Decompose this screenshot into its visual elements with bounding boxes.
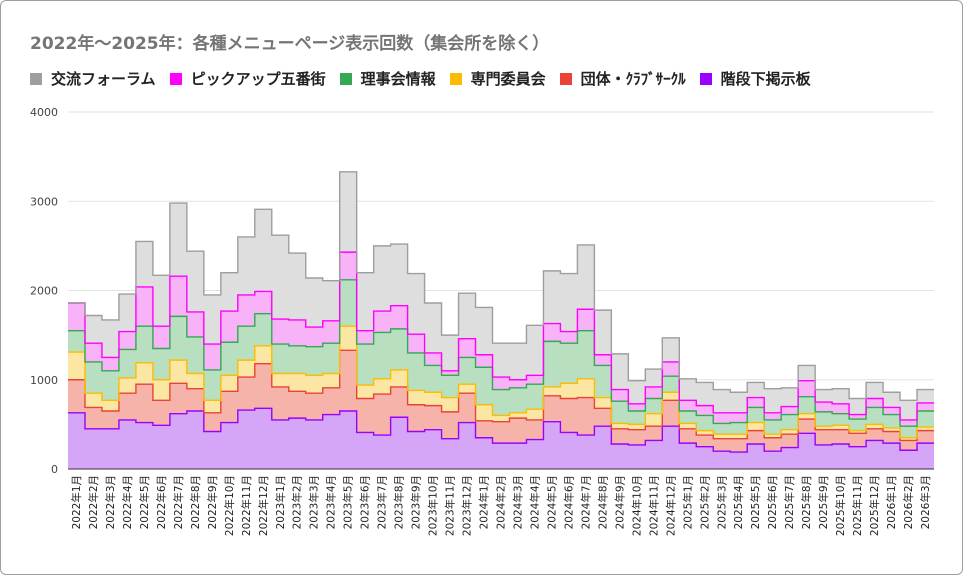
x-tick-label: 2022年2月	[87, 475, 100, 529]
x-tick-labels: 2022年1月 2022年2月 2022年3月 2022年4月 2022年5月 2022年…	[70, 475, 932, 536]
x-tick-label: 2024年7月	[579, 475, 592, 529]
x-tick-label: 2023年9月	[410, 475, 423, 529]
x-tick-label: 2024年12月	[664, 475, 677, 536]
x-tick-label: 2023年8月	[393, 475, 406, 529]
legend-swatch	[559, 72, 572, 85]
x-tick-label: 2025年12月	[868, 475, 881, 536]
x-tick-label: 2024年6月	[562, 475, 575, 529]
x-tick-label: 2023年7月	[376, 475, 389, 529]
x-tick-label: 2022年3月	[104, 475, 117, 529]
series-area	[68, 408, 934, 469]
series-lines	[68, 171, 934, 453]
y-grid: 0 1000 2000 3000 4000	[30, 106, 934, 476]
legend-swatch	[339, 72, 352, 85]
x-tick-label: 2025年5月	[749, 475, 762, 529]
legend-swatch	[169, 72, 182, 85]
stacked-areas	[68, 171, 934, 469]
x-tick-label: 2026年2月	[902, 475, 915, 529]
series-line	[68, 251, 934, 421]
x-tick-label: 2025年3月	[715, 475, 728, 529]
legend-label: ピックアップ五番街	[190, 70, 326, 88]
chart-title: 2022年〜2025年：各種メニューページ表示回数（集会所を除く）	[30, 34, 550, 54]
x-tick-label: 2024年5月	[545, 475, 558, 529]
x-tick-label: 2022年11月	[240, 475, 253, 536]
series-line	[68, 325, 934, 439]
legend-item: 交流フォーラム	[30, 68, 156, 89]
x-tick-label: 2022年4月	[121, 475, 134, 529]
x-tick-label: 2024年9月	[613, 475, 626, 529]
y-tick-label: 4000	[30, 106, 58, 119]
x-tick-label: 2023年12月	[461, 475, 474, 536]
x-tick-label: 2025年9月	[817, 475, 830, 529]
x-tick-label: 2026年1月	[885, 475, 898, 529]
x-tick-label: 2022年9月	[206, 475, 219, 529]
legend-item: 団体・ｸﾗﾌﾞｻｰｸﾙ	[559, 68, 686, 89]
x-tick-label: 2023年10月	[427, 475, 440, 536]
series-line	[68, 349, 934, 442]
x-tick-label: 2024年3月	[511, 475, 524, 529]
x-tick-label: 2024年11月	[647, 475, 660, 536]
series-area	[68, 252, 934, 427]
x-tick-label: 2025年1月	[681, 475, 694, 529]
legend-label: 団体・ｸﾗﾌﾞｻｰｸﾙ	[580, 70, 686, 88]
legend-item: 階段下掲示板	[699, 68, 811, 89]
x-tick-label: 2026年3月	[919, 475, 932, 529]
x-tick-label: 2025年4月	[732, 475, 745, 529]
x-tick-label: 2025年11月	[851, 475, 864, 536]
x-tick-label: 2024年10月	[630, 475, 643, 536]
x-tick-label: 2023年2月	[291, 475, 304, 529]
chart-legend: 交流フォーラム ピックアップ五番街 理事会情報 専門委員会 団体・ｸﾗﾌﾞｻｰｸﾙ 階段下…	[30, 68, 825, 89]
x-tick-label: 2023年5月	[342, 475, 355, 529]
series-line	[68, 171, 934, 401]
x-tick-label: 2025年7月	[783, 475, 796, 529]
legend-item: ピックアップ五番街	[169, 68, 326, 89]
y-tick-label: 0	[51, 463, 58, 476]
x-tick-label: 2023年3月	[308, 475, 321, 529]
legend-swatch	[449, 72, 462, 85]
x-tick-label: 2022年1月	[70, 475, 83, 529]
series-area	[68, 171, 934, 420]
legend-label: 理事会情報	[360, 70, 436, 88]
legend-label: 交流フォーラム	[51, 70, 156, 88]
series-area	[68, 279, 934, 438]
y-tick-label: 3000	[30, 195, 58, 208]
x-tick-label: 2022年10月	[223, 475, 236, 536]
series-area	[68, 350, 934, 453]
x-tick-label: 2023年4月	[325, 475, 338, 529]
legend-label: 専門委員会	[470, 70, 546, 88]
series-area	[68, 326, 934, 441]
x-tick-label: 2025年8月	[800, 475, 813, 529]
legend-item: 専門委員会	[449, 68, 546, 89]
y-tick-label: 1000	[30, 374, 58, 387]
x-tick-label: 2023年11月	[444, 475, 457, 536]
x-tick-label: 2022年8月	[189, 475, 202, 529]
legend-item: 理事会情報	[339, 68, 436, 89]
x-tick-label: 2024年2月	[495, 475, 508, 529]
x-tick-label: 2024年8月	[596, 475, 609, 529]
legend-swatch	[30, 72, 42, 85]
x-tick-label: 2022年5月	[138, 475, 151, 529]
series-line	[68, 407, 934, 453]
x-tick-label: 2025年6月	[766, 475, 779, 529]
x-tick-label: 2023年6月	[359, 475, 372, 529]
x-tick-label: 2022年6月	[155, 475, 168, 529]
x-tick-label: 2024年4月	[528, 475, 541, 529]
x-tick-label: 2023年1月	[274, 475, 287, 529]
series-line	[68, 279, 934, 427]
legend-label: 階段下掲示板	[720, 70, 811, 88]
x-tick-label: 2024年1月	[478, 475, 491, 529]
x-tick-label: 2022年12月	[257, 475, 270, 536]
x-tick-label: 2025年10月	[834, 475, 847, 536]
x-tick-label: 2022年7月	[172, 475, 185, 529]
legend-swatch	[699, 72, 712, 85]
x-tick-label: 2025年2月	[698, 475, 711, 529]
y-tick-label: 2000	[30, 285, 58, 298]
